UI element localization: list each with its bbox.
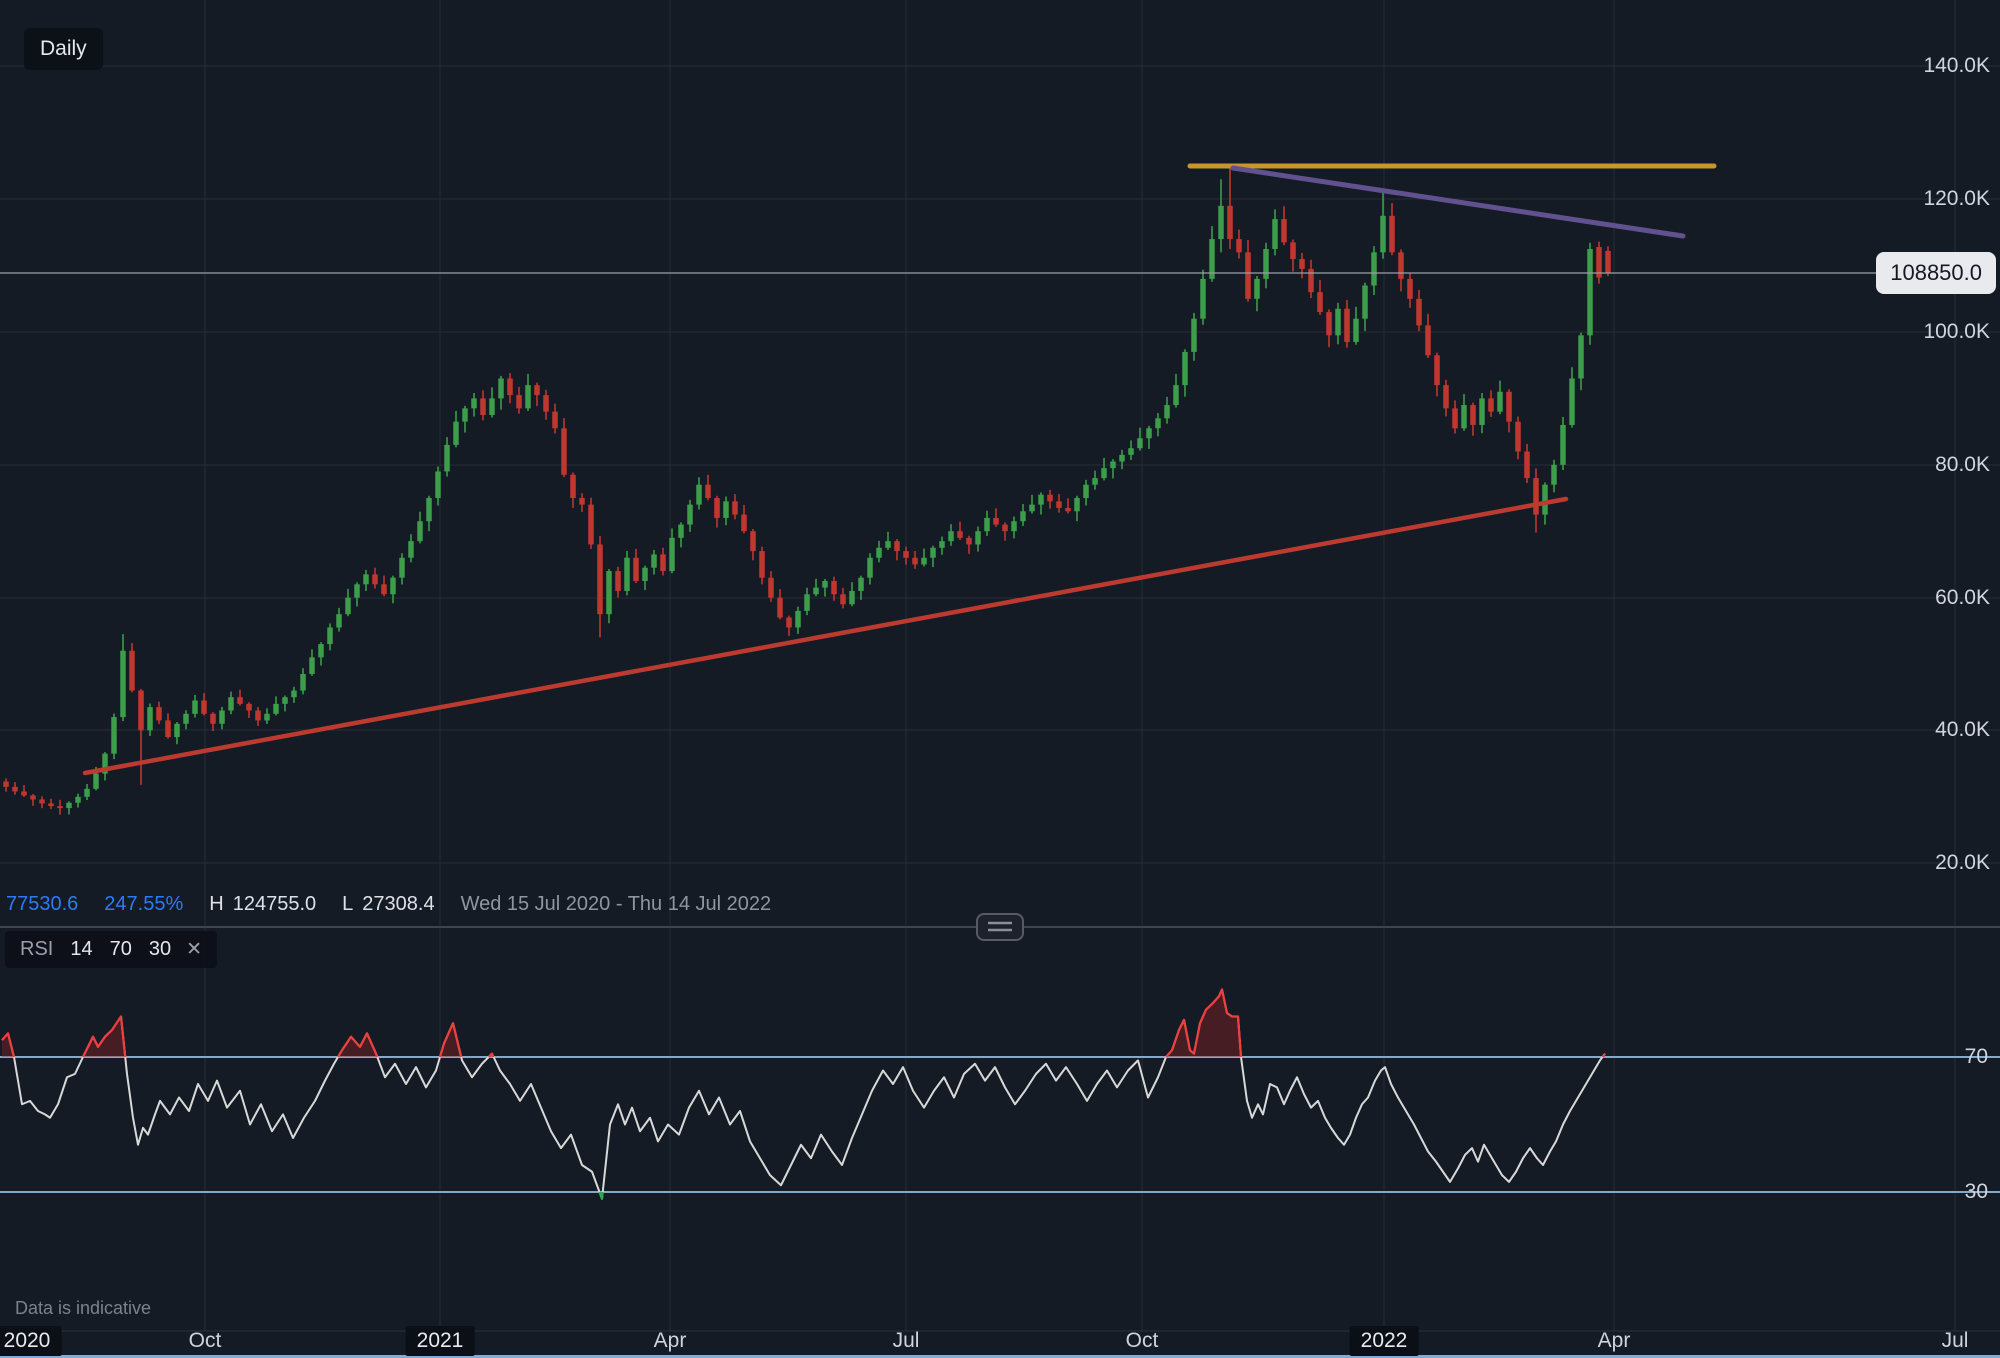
rsi-title: RSI <box>20 938 54 960</box>
last-price-value: 77530.6 <box>6 893 79 915</box>
symbol-status-bar: 77530.6 247.55% H 124755.0 L 27308.4 Wed… <box>6 893 771 916</box>
interval-badge[interactable]: Daily <box>24 28 103 70</box>
low-label: L <box>342 893 354 915</box>
rsi-length-param: 14 <box>70 938 93 960</box>
support-trendline[interactable] <box>82 496 1569 776</box>
low-value: 27308.4 <box>362 893 435 915</box>
high-label: H <box>209 893 224 915</box>
descending-trendline[interactable] <box>1230 165 1686 239</box>
pane-resize-handle[interactable] <box>976 913 1024 941</box>
rsi-close-icon[interactable]: ✕ <box>186 939 203 960</box>
rsi-indicator-legend[interactable]: RSI 14 70 30 ✕ <box>5 931 218 968</box>
change-percent: 247.55% <box>104 893 184 915</box>
rsi-lower-param: 30 <box>148 938 172 960</box>
rsi-upper-param: 70 <box>109 938 132 960</box>
date-range: Wed 15 Jul 2020 - Thu 14 Jul 2022 <box>460 893 772 915</box>
data-indicative-watermark: Data is indicative <box>6 1295 161 1322</box>
high-value: 124755.0 <box>232 893 317 915</box>
interval-label: Daily <box>40 37 87 60</box>
current-price-label: 108850.0 <box>1876 252 1996 294</box>
